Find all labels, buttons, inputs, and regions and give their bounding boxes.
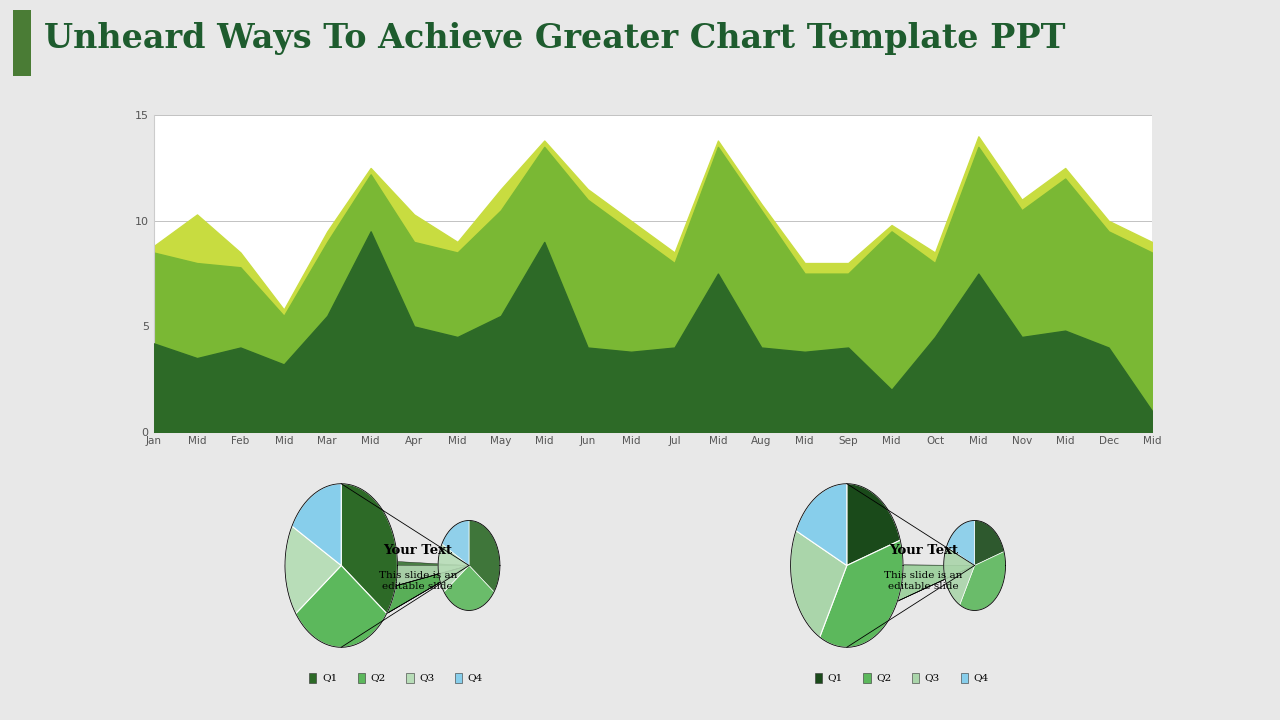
Bar (815, 672, 822, 683)
FancyBboxPatch shape (13, 10, 31, 76)
Polygon shape (947, 521, 974, 565)
Text: Q1: Q1 (323, 673, 338, 683)
Text: Q3: Q3 (419, 673, 434, 683)
Polygon shape (819, 540, 904, 647)
Text: Q4: Q4 (973, 673, 988, 683)
Polygon shape (296, 565, 387, 647)
Text: Q1: Q1 (828, 673, 844, 683)
Polygon shape (285, 526, 342, 613)
Polygon shape (296, 565, 468, 647)
Polygon shape (960, 552, 1006, 611)
Polygon shape (342, 484, 398, 613)
Text: This slide is an
editable slide: This slide is an editable slide (884, 571, 963, 590)
Polygon shape (791, 531, 847, 637)
Bar (406, 672, 413, 683)
Text: Q3: Q3 (924, 673, 940, 683)
Polygon shape (387, 562, 468, 613)
Bar (358, 672, 365, 683)
Polygon shape (438, 544, 468, 592)
Polygon shape (943, 546, 974, 605)
Polygon shape (847, 484, 900, 565)
Text: Q2: Q2 (371, 673, 385, 683)
Polygon shape (796, 484, 847, 565)
Polygon shape (285, 564, 468, 613)
Polygon shape (974, 521, 1004, 565)
Text: This slide is an
editable slide: This slide is an editable slide (379, 571, 457, 590)
Text: Q2: Q2 (877, 673, 891, 683)
Polygon shape (442, 521, 468, 565)
Bar (454, 672, 462, 683)
Text: Unheard Ways To Achieve Greater Chart Template PPT: Unheard Ways To Achieve Greater Chart Te… (44, 22, 1065, 55)
Polygon shape (292, 484, 342, 565)
Polygon shape (819, 564, 974, 647)
Bar (864, 672, 870, 683)
Text: Your Text: Your Text (383, 544, 452, 557)
Polygon shape (791, 564, 974, 637)
Polygon shape (444, 565, 494, 611)
Text: Your Text: Your Text (888, 544, 957, 557)
Bar (310, 672, 316, 683)
Polygon shape (468, 521, 500, 592)
Bar (960, 672, 968, 683)
Bar (911, 672, 919, 683)
Text: Q4: Q4 (467, 673, 483, 683)
